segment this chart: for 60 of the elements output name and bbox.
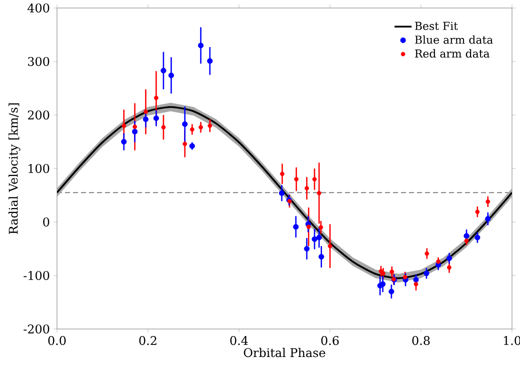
x-tick-label: 0.2 <box>139 336 156 346</box>
point <box>154 96 158 100</box>
point <box>208 124 212 128</box>
y-tick-label: -200 <box>24 324 50 334</box>
point <box>328 244 332 248</box>
legend-label: Blue arm data <box>415 35 493 44</box>
x-axis-title: Orbital Phase <box>244 348 326 358</box>
point <box>132 128 138 134</box>
point <box>390 270 394 274</box>
point <box>160 68 166 74</box>
point <box>447 265 452 270</box>
y-axis-title: Radial Velocity [km/s] <box>8 103 20 234</box>
point <box>294 177 299 182</box>
point <box>486 199 490 204</box>
point <box>190 127 194 132</box>
y-tick-label: 200 <box>28 110 50 120</box>
point <box>278 190 285 196</box>
legend-label: Red arm data <box>415 49 490 58</box>
legend-label: Best Fit <box>415 22 458 30</box>
point <box>312 236 318 242</box>
point <box>424 270 430 276</box>
x-tick-label: 0.0 <box>48 336 66 346</box>
x-tick-label: 0.4 <box>230 336 248 346</box>
point <box>485 216 491 222</box>
point <box>189 143 195 149</box>
point <box>280 172 284 176</box>
x-tick-label: 0.6 <box>321 336 339 346</box>
point <box>318 254 324 260</box>
point <box>121 138 127 145</box>
point <box>182 121 188 127</box>
point <box>161 125 166 130</box>
y-tick-label: 100 <box>28 164 50 174</box>
point <box>424 251 430 256</box>
y-tick-label: 300 <box>28 56 50 66</box>
point <box>153 115 159 122</box>
x-tick-label: 0.8 <box>412 336 430 346</box>
point <box>142 116 149 122</box>
y-tick-label: 0 <box>43 217 50 227</box>
point <box>304 186 309 190</box>
y-tick-label: -100 <box>24 270 50 280</box>
point <box>318 225 324 230</box>
point <box>388 288 394 294</box>
point <box>122 124 126 128</box>
point <box>207 58 213 64</box>
point <box>182 142 188 146</box>
point <box>198 42 204 48</box>
point <box>304 246 310 252</box>
point <box>144 110 148 114</box>
y-tick-label: 400 <box>28 3 50 13</box>
point <box>316 234 322 240</box>
point <box>132 124 138 129</box>
point <box>293 224 299 230</box>
point <box>306 224 311 230</box>
point <box>198 125 203 130</box>
point <box>475 210 480 214</box>
point <box>446 256 452 262</box>
point <box>312 177 317 182</box>
point <box>316 190 322 196</box>
point <box>474 234 480 240</box>
point <box>168 72 174 78</box>
